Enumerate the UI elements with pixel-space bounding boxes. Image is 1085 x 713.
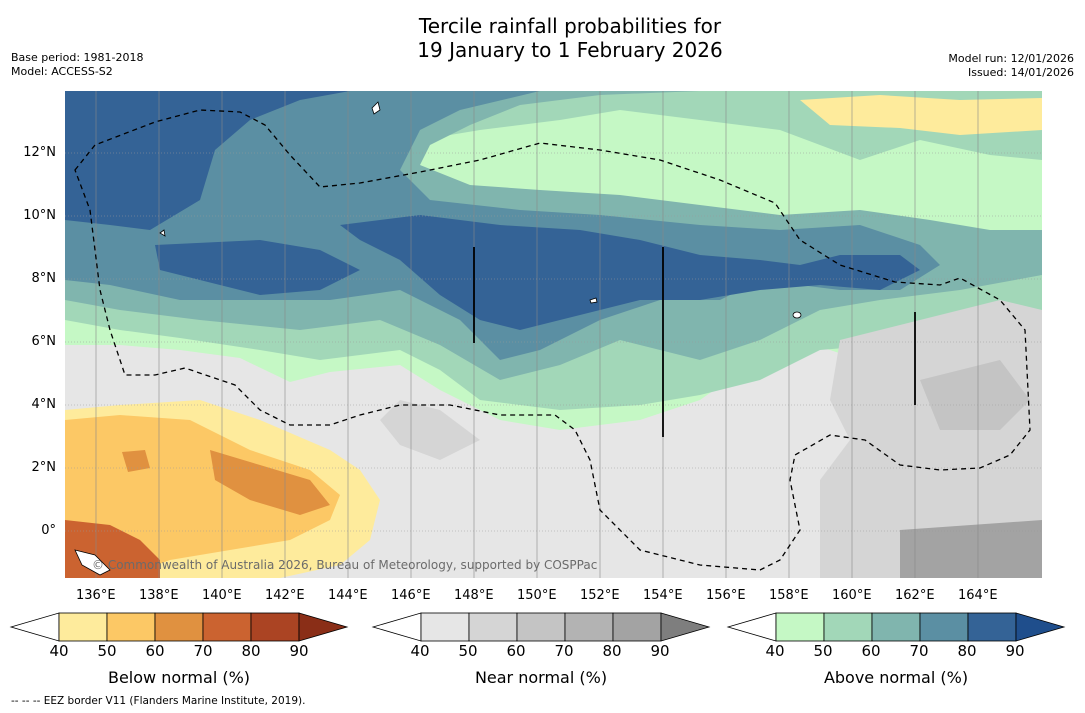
below-tick-90: 90 xyxy=(289,642,309,660)
below-tick-70: 70 xyxy=(193,642,213,660)
below-tick-60: 60 xyxy=(145,642,165,660)
near-normal-80 xyxy=(900,520,1042,578)
near-colorbar-max-arrow xyxy=(660,612,711,642)
near-colorbar-segment xyxy=(420,612,470,642)
lon-tick-142e: 142°E xyxy=(265,588,305,603)
below-colorbar-segment xyxy=(106,612,156,642)
near-colorbar-segment xyxy=(516,612,566,642)
below-normal-70-b xyxy=(122,450,150,472)
eez-border xyxy=(74,109,1031,571)
eez-footnote: -- -- -- EEZ border V11 (Flanders Marine… xyxy=(11,695,306,707)
near-normal-title: Near normal (%) xyxy=(474,668,608,687)
above-colorbar-max-arrow xyxy=(1015,612,1066,642)
lon-tick-150e: 150°E xyxy=(517,588,557,603)
lon-tick-162e: 162°E xyxy=(895,588,935,603)
lon-tick-144e: 144°E xyxy=(328,588,368,603)
above-tick-70: 70 xyxy=(909,642,929,660)
above-normal-90-west xyxy=(65,91,350,230)
below-colorbar-max-arrow xyxy=(298,612,349,642)
near-tick-80: 80 xyxy=(602,642,622,660)
lon-tick-158e: 158°E xyxy=(769,588,809,603)
below-tick-40: 40 xyxy=(49,642,69,660)
title-line-1: Tercile rainfall probabilities for xyxy=(418,14,722,38)
above-colorbar-segment xyxy=(775,612,825,642)
above-colorbar-segment xyxy=(967,612,1017,642)
above-tick-80: 80 xyxy=(957,642,977,660)
parallels xyxy=(65,152,1042,532)
lat-tick-4n: 4°N xyxy=(31,397,57,412)
lon-tick-140e: 140°E xyxy=(202,588,242,603)
near-colorbar-segment xyxy=(564,612,614,642)
lat-tick-2n: 2°N xyxy=(31,460,57,475)
lat-tick-12n: 12°N xyxy=(23,145,56,160)
colorbar-above-normal xyxy=(726,612,1066,642)
lon-tick-136e: 136°E xyxy=(76,588,116,603)
meta-right: Model run: 12/01/2026 Issued: 14/01/2026 xyxy=(948,52,1074,80)
copyright-watermark: © Commonwealth of Australia 2026, Bureau… xyxy=(92,558,598,572)
lat-tick-8n: 8°N xyxy=(31,271,57,286)
colorbar-tick-labels: 40 50 60 70 80 90 40 50 60 70 80 90 40 5… xyxy=(0,642,1085,666)
lon-tick-138e: 138°E xyxy=(139,588,179,603)
lon-tick-146e: 146°E xyxy=(391,588,431,603)
lon-tick-152e: 152°E xyxy=(580,588,620,603)
above-tick-40: 40 xyxy=(765,642,785,660)
above-tick-50: 50 xyxy=(813,642,833,660)
above-normal-90-south xyxy=(155,240,360,295)
near-tick-70: 70 xyxy=(554,642,574,660)
lon-tick-154e: 154°E xyxy=(643,588,683,603)
lat-tick-0: 0° xyxy=(41,523,56,538)
near-colorbar-segment xyxy=(612,612,662,642)
above-colorbar-min-arrow xyxy=(726,612,777,642)
lat-tick-10n: 10°N xyxy=(23,208,56,223)
lon-tick-148e: 148°E xyxy=(454,588,494,603)
above-normal-90-central xyxy=(340,215,920,330)
below-colorbar-segment xyxy=(250,612,300,642)
below-normal-title: Below normal (%) xyxy=(107,668,251,687)
colorbars xyxy=(9,612,1066,642)
islands xyxy=(74,101,802,576)
below-colorbar-segment xyxy=(202,612,252,642)
lon-tick-156e: 156°E xyxy=(706,588,746,603)
near-tick-90: 90 xyxy=(650,642,670,660)
below-tick-80: 80 xyxy=(241,642,261,660)
near-colorbar-segment xyxy=(468,612,518,642)
above-tick-60: 60 xyxy=(861,642,881,660)
lon-tick-160e: 160°E xyxy=(832,588,872,603)
below-colorbar-segment xyxy=(58,612,108,642)
below-tick-50: 50 xyxy=(97,642,117,660)
title-line-2: 19 January to 1 February 2026 xyxy=(417,38,723,62)
boundary-lines xyxy=(473,247,916,437)
model-label: Model: ACCESS-S2 xyxy=(11,65,113,78)
near-normal-50-b xyxy=(380,400,480,460)
model-run-label: Model run: 12/01/2026 xyxy=(948,52,1074,65)
below-colorbar-min-arrow xyxy=(9,612,60,642)
lon-tick-164e: 164°E xyxy=(958,588,998,603)
meta-left: Base period: 1981-2018 Model: ACCESS-S2 xyxy=(11,51,143,79)
above-tick-90: 90 xyxy=(1005,642,1025,660)
near-normal-60 xyxy=(920,360,1030,430)
probability-field xyxy=(65,91,1042,578)
colorbar-below-normal xyxy=(9,612,349,642)
above-colorbar-segment xyxy=(871,612,921,642)
below-colorbar-segment xyxy=(154,612,204,642)
above-colorbar-segment xyxy=(919,612,969,642)
map-title: Tercile rainfall probabilities for 19 Ja… xyxy=(0,14,1085,62)
issued-label: Issued: 14/01/2026 xyxy=(967,66,1074,79)
near-tick-50: 50 xyxy=(458,642,478,660)
colorbar-near-normal xyxy=(371,612,711,642)
lat-tick-6n: 6°N xyxy=(31,334,57,349)
near-tick-60: 60 xyxy=(506,642,526,660)
below-normal-70-a xyxy=(210,450,330,515)
base-period-label: Base period: 1981-2018 xyxy=(11,51,144,64)
near-tick-40: 40 xyxy=(410,642,430,660)
above-colorbar-segment xyxy=(823,612,873,642)
below-normal-northeast xyxy=(800,95,1042,135)
near-colorbar-min-arrow xyxy=(371,612,422,642)
above-normal-title: Above normal (%) xyxy=(823,668,969,687)
